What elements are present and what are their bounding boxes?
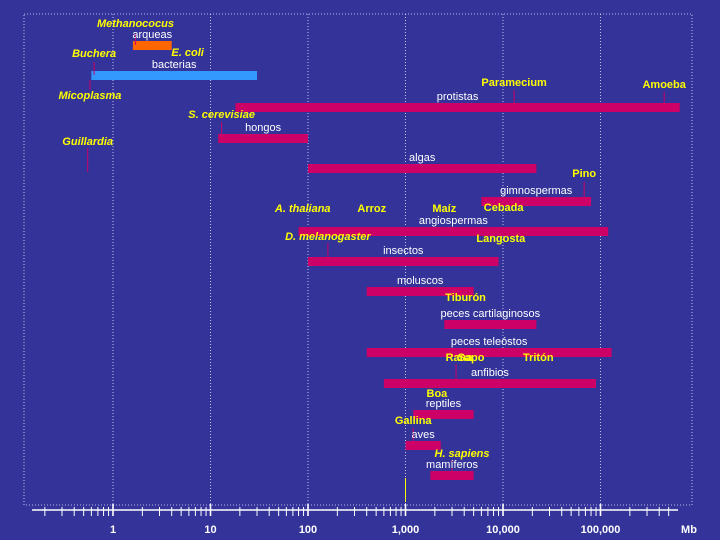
- plot-frame: [23, 13, 693, 506]
- species-label: Paramecium: [481, 77, 547, 89]
- group-label: reptiles: [426, 398, 462, 410]
- group-bar: [430, 471, 474, 480]
- group-bars: [91, 41, 680, 480]
- group-bar: [308, 164, 537, 173]
- group-bar: [298, 227, 609, 236]
- grid-lines: [112, 14, 601, 505]
- group-bar: [366, 287, 474, 296]
- group-label: gimnospermas: [500, 185, 573, 197]
- group-bar: [405, 441, 441, 450]
- group-bar: [481, 197, 592, 206]
- species-label: S. cerevisiae: [188, 109, 255, 121]
- species-label: Gallina: [395, 415, 433, 427]
- group-bar: [383, 379, 597, 388]
- group-bar: [235, 103, 680, 112]
- species-label: H. sapiens: [435, 448, 490, 460]
- group-label: aves: [412, 429, 436, 441]
- species-label: A. thaliana: [274, 203, 331, 215]
- x-unit-label: Mb: [681, 524, 697, 536]
- group-label: angiospermas: [419, 215, 489, 227]
- group-label: peces teleóstos: [451, 336, 528, 348]
- species-label: Maíz: [432, 203, 456, 215]
- x-tick-label: 100: [299, 524, 317, 536]
- group-label: moluscos: [397, 275, 444, 287]
- species-markers: [87, 34, 665, 502]
- group-bar: [413, 410, 474, 419]
- group-bar: [218, 134, 308, 143]
- labels: arqueas bacterias protistas hongos algas gimn…: [58, 18, 686, 471]
- species-label: Guillardia: [62, 136, 113, 148]
- group-label: peces cartilaginosos: [441, 308, 541, 320]
- group-label: algas: [409, 152, 436, 164]
- species-label: Methanococus: [97, 18, 174, 30]
- x-tick-label: 1,000: [392, 524, 420, 536]
- group-bar: [91, 71, 258, 80]
- group-bar: [132, 41, 172, 50]
- x-tick-label: 1: [110, 524, 116, 536]
- x-tick-label: 100,000: [581, 524, 621, 536]
- species-label: Arroz: [357, 203, 386, 215]
- species-label: Micoplasma: [58, 90, 121, 102]
- species-label: Buchera: [72, 48, 116, 60]
- species-label: Boa: [427, 388, 449, 400]
- species-label: Pino: [572, 168, 596, 180]
- group-label: insectos: [383, 245, 424, 257]
- group-label: protistas: [437, 91, 479, 103]
- group-bar: [444, 320, 537, 329]
- plot-border: [23, 13, 693, 506]
- species-label: Cebada: [484, 202, 525, 214]
- group-label: anfibios: [471, 367, 509, 379]
- x-tick-label: 10,000: [486, 524, 520, 536]
- species-label: Sapo: [458, 352, 485, 364]
- species-label: E. coli: [171, 47, 204, 59]
- x-axis: 1 10 100 1,000 10,000 100,000 Mb: [32, 504, 697, 536]
- species-label: D. melanogaster: [285, 231, 371, 243]
- x-tick-label: 10: [204, 524, 216, 536]
- species-label: Tritón: [523, 352, 554, 364]
- group-label: arqueas: [132, 29, 172, 41]
- species-label: Tiburón: [445, 292, 486, 304]
- group-label: mamíferos: [426, 459, 478, 471]
- group-label: bacterias: [152, 59, 197, 71]
- species-label: Langosta: [476, 233, 526, 245]
- species-label: Rana: [446, 352, 474, 364]
- group-bar: [366, 348, 612, 357]
- species-label: Amoeba: [642, 79, 686, 91]
- group-label: hongos: [245, 122, 282, 134]
- group-bar: [308, 257, 499, 266]
